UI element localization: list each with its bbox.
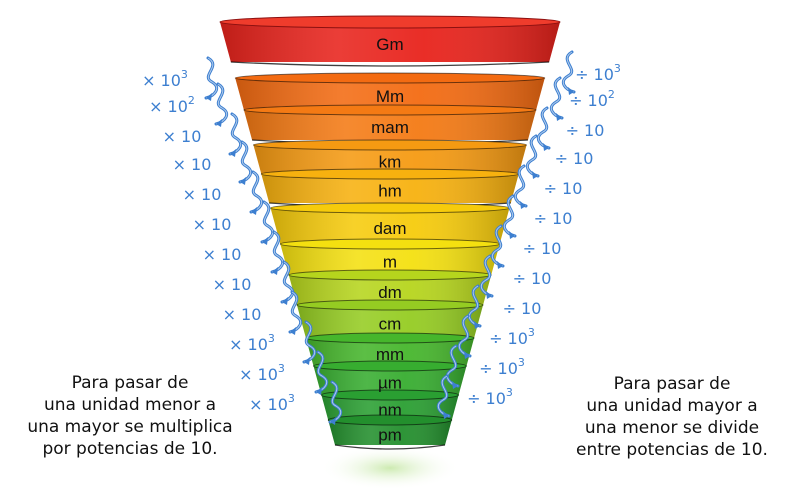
funnel-glow xyxy=(320,446,460,488)
left-factor-11: × 103 xyxy=(239,362,285,384)
right-arrow-9 xyxy=(467,284,482,329)
right-note: Para pasar de una unidad mayor a una men… xyxy=(547,373,797,461)
right-factor-10: ÷ 103 xyxy=(489,326,535,348)
right-factor-12: ÷ 103 xyxy=(467,386,513,408)
left-arrow-4 xyxy=(238,140,253,185)
right-note-line-2: una unidad mayor a xyxy=(586,396,758,416)
right-factor-1: ÷ 103 xyxy=(575,62,621,84)
left-note: Para pasar de una unidad menor a una may… xyxy=(5,372,255,460)
right-note-line-3: una menor se divide xyxy=(584,418,760,438)
unit-label-6: dam xyxy=(373,219,406,238)
right-factor-2: ÷ 102 xyxy=(569,88,615,110)
right-factor-5: ÷ 10 xyxy=(544,179,583,198)
left-arrow-6 xyxy=(260,200,275,245)
right-note-line-4: entre potencias de 10. xyxy=(576,440,768,460)
left-arrow-10 xyxy=(302,320,317,365)
right-arrow-3 xyxy=(536,106,551,151)
unit-label-7: m xyxy=(383,253,397,272)
right-factor-9: ÷ 10 xyxy=(503,299,542,318)
funnel-band-2 xyxy=(234,72,546,115)
left-arrow-3 xyxy=(228,112,243,157)
left-factor-1: × 103 xyxy=(142,68,188,90)
funnel-band-11 xyxy=(313,360,467,400)
left-arrow-1 xyxy=(204,56,219,101)
right-arrow-6 xyxy=(502,194,517,239)
right-factor-11: ÷ 103 xyxy=(479,356,525,378)
unit-label-8: dm xyxy=(378,283,402,302)
right-arrow-7 xyxy=(490,224,505,269)
left-arrow-2 xyxy=(214,82,229,127)
right-factor-8: ÷ 10 xyxy=(513,269,552,288)
left-factor-6: × 10 xyxy=(193,215,232,234)
unit-label-10: mm xyxy=(376,345,404,364)
funnel-band-7 xyxy=(279,238,501,280)
unit-label-11: µm xyxy=(378,374,402,393)
left-arrow-9 xyxy=(288,290,303,335)
right-factor-3: ÷ 10 xyxy=(566,121,605,140)
left-factor-12: × 103 xyxy=(249,392,295,414)
left-arrow-5 xyxy=(249,170,264,215)
unit-label-4: km xyxy=(379,153,402,172)
left-factor-9: × 10 xyxy=(223,305,262,324)
right-factor-6: ÷ 10 xyxy=(534,209,573,228)
right-arrow-8 xyxy=(479,254,494,299)
right-arrow-12 xyxy=(436,374,451,419)
left-arrow-8 xyxy=(280,260,295,305)
left-note-line-3: una mayor se multiplica xyxy=(27,417,233,437)
right-factor-4: ÷ 10 xyxy=(555,149,594,168)
left-note-line-2: una unidad menor a xyxy=(43,395,217,415)
unit-label-2: Mm xyxy=(376,87,404,106)
left-factor-4: × 10 xyxy=(173,155,212,174)
left-factor-5: × 10 xyxy=(183,185,222,204)
conversion-factors: × 103 × 102 × 10 × 10 × 10 × 10 × 10 × 10 × 10 × … xyxy=(142,62,621,414)
right-arrow-11 xyxy=(445,344,460,389)
left-factor-3: × 10 xyxy=(163,127,202,146)
left-note-line-1: Para pasar de xyxy=(71,373,189,393)
right-arrow-10 xyxy=(457,314,472,359)
unit-label-9: cm xyxy=(379,315,402,334)
funnel xyxy=(219,15,561,450)
unit-label-5: hm xyxy=(378,182,402,201)
right-arrow-1 xyxy=(561,50,576,95)
right-arrow-5 xyxy=(513,164,528,209)
funnel-band-12 xyxy=(320,389,460,425)
right-arrow-2 xyxy=(549,76,564,121)
right-note-line-1: Para pasar de xyxy=(613,374,731,394)
left-arrow-7 xyxy=(270,230,285,275)
funnel-band-9 xyxy=(296,299,484,343)
left-note-line-4: por potencias de 10. xyxy=(42,439,218,459)
funnel-band-13 xyxy=(327,414,453,450)
right-factor-7: ÷ 10 xyxy=(523,239,562,258)
left-arrow-12 xyxy=(328,380,343,425)
left-factor-10: × 103 xyxy=(229,332,275,354)
left-factor-2: × 102 xyxy=(149,94,195,116)
unit-labels: Gm Mm mam km hm dam m dm cm mm µm nm pm xyxy=(371,35,409,445)
unit-label-1: Gm xyxy=(376,35,403,54)
left-arrow-11 xyxy=(314,350,329,395)
right-arrow-4 xyxy=(525,134,540,179)
conversion-arrows xyxy=(204,50,576,425)
unit-label-13: pm xyxy=(378,426,402,445)
unit-label-3: mam xyxy=(371,118,409,137)
unit-label-12: nm xyxy=(378,401,402,420)
left-factor-7: × 10 xyxy=(203,245,242,264)
left-factor-8: × 10 xyxy=(213,275,252,294)
